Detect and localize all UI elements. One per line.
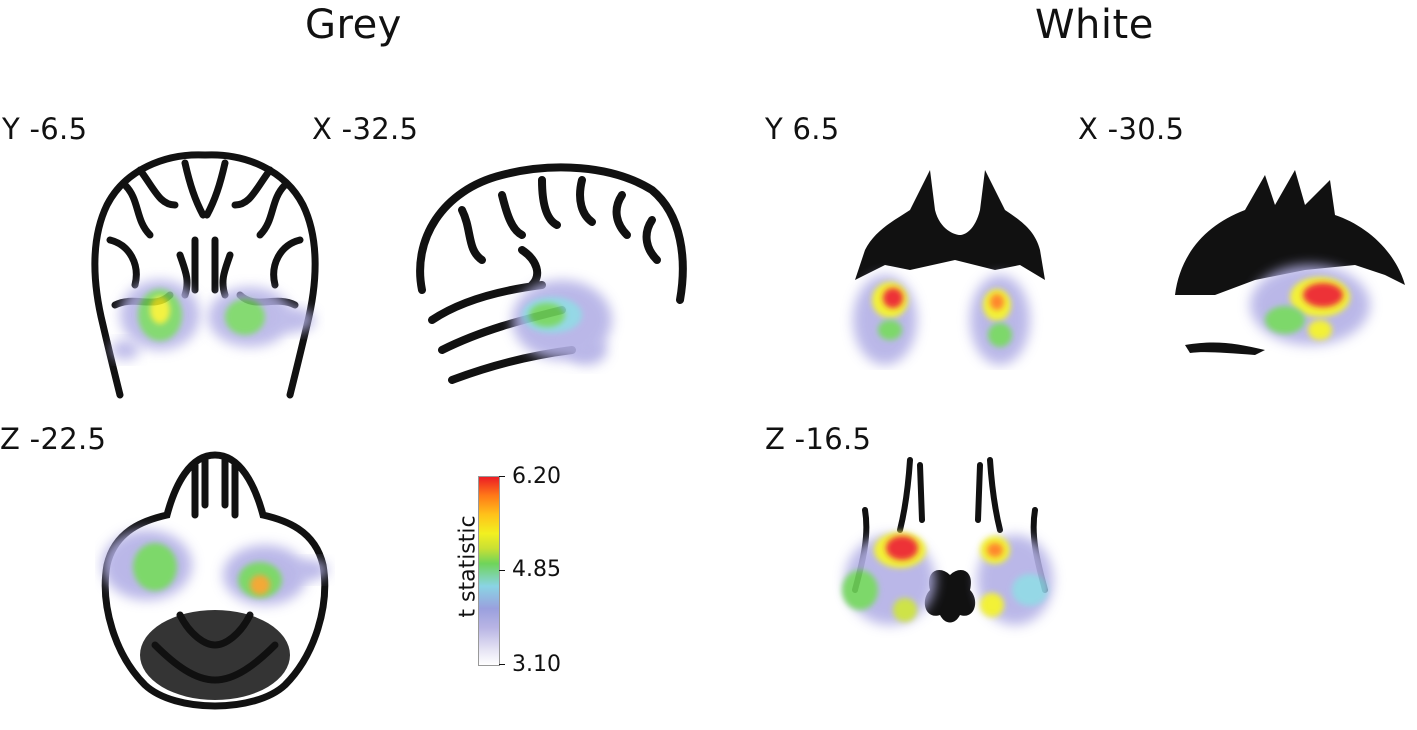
- grey-sagittal-label: X -32.5: [312, 112, 419, 146]
- grey-sagittal-slice: [402, 150, 692, 405]
- grey-coronal-slice: [85, 145, 325, 405]
- white-axial-label: Z -16.5: [765, 422, 872, 456]
- grey-coronal-label: Y -6.5: [2, 112, 88, 146]
- grey-title: Grey: [305, 2, 402, 48]
- grey-axial-label: Z -22.5: [0, 422, 107, 456]
- colorbar-min-label: 3.10: [512, 652, 561, 677]
- white-axial-slice: [830, 450, 1070, 730]
- colorbar-title: t statistic: [455, 515, 481, 618]
- white-sagittal-slice: [1155, 155, 1417, 375]
- colorbar-tick-min: [499, 664, 505, 665]
- colorbar-mid-label: 4.85: [512, 557, 561, 582]
- colorbar-max-label: 6.20: [512, 464, 561, 489]
- white-title: White: [1035, 2, 1154, 48]
- white-sagittal-label: X -30.5: [1078, 112, 1185, 146]
- colorbar-tick-max: [499, 476, 505, 477]
- colorbar: 6.20 4.85 3.10 t statistic: [440, 464, 580, 677]
- grey-axial-slice: [95, 445, 335, 725]
- white-coronal-label: Y 6.5: [765, 112, 840, 146]
- colorbar-tick-mid: [499, 570, 505, 571]
- white-coronal-slice: [835, 150, 1065, 370]
- colorbar-gradient: [478, 476, 500, 666]
